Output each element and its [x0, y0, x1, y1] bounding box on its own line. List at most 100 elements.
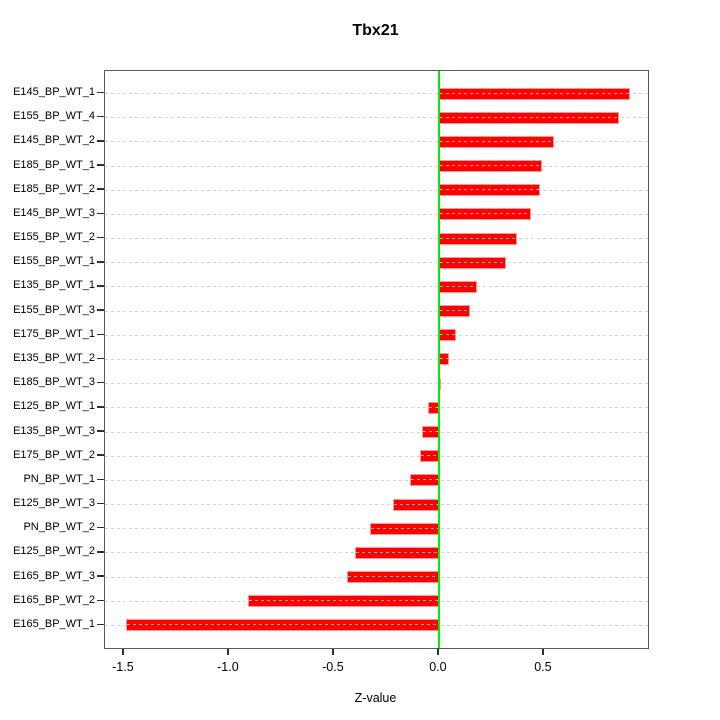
x-tick: [437, 648, 439, 655]
gridline: [105, 358, 648, 360]
gridline: [105, 262, 648, 264]
bar-gridline-overlay: [439, 92, 629, 94]
gridline: [105, 238, 648, 240]
category-label: E165_BP_WT_3: [13, 569, 95, 582]
category-label: E135_BP_WT_2: [13, 351, 95, 364]
bar: [438, 280, 477, 293]
bar-gridline-overlay: [127, 624, 438, 626]
y-tick: [97, 164, 104, 166]
y-tick: [97, 599, 104, 602]
category-label: E125_BP_WT_1: [13, 400, 95, 413]
category-label: E135_BP_WT_1: [13, 279, 95, 292]
gridline: [105, 479, 648, 481]
x-tick-label: 0.5: [534, 660, 552, 674]
y-tick: [97, 454, 104, 456]
bar: [438, 87, 630, 100]
category-label: PN_BP_WT_2: [23, 521, 95, 534]
category-label: E175_BP_WT_1: [13, 327, 95, 340]
x-tick-label: -1.0: [217, 660, 239, 674]
bar: [438, 111, 620, 124]
plot-area: [104, 70, 649, 649]
gridline: [105, 407, 648, 409]
bar: [438, 256, 507, 269]
category-label: E125_BP_WT_2: [13, 545, 95, 558]
gridline: [105, 455, 648, 457]
y-tick: [97, 406, 104, 408]
gridline: [105, 286, 648, 288]
bar-gridline-overlay: [429, 406, 438, 408]
gridline: [105, 504, 648, 506]
bar-gridline-overlay: [439, 285, 476, 287]
bar: [409, 474, 439, 487]
bar-gridline-overlay: [423, 431, 438, 433]
bar-gridline-overlay: [439, 140, 554, 142]
bar: [438, 184, 540, 197]
bar: [438, 329, 456, 342]
category-label: E135_BP_WT_3: [13, 424, 95, 437]
bar-gridline-overlay: [439, 310, 470, 312]
bar-gridline-overlay: [439, 165, 541, 167]
chart-title: Tbx21: [352, 22, 399, 39]
y-tick: [97, 309, 104, 311]
bar-gridline-overlay: [421, 455, 438, 457]
bar-gridline-overlay: [393, 503, 438, 505]
category-label: E165_BP_WT_1: [13, 617, 95, 630]
gridline: [105, 141, 648, 143]
x-tick-label: 0.0: [429, 660, 447, 674]
x-tick: [332, 648, 334, 655]
gridline: [105, 189, 648, 191]
gridline: [105, 165, 648, 167]
x-tick: [542, 648, 544, 655]
bar: [438, 353, 450, 366]
gridline: [105, 334, 648, 336]
category-label: E155_BP_WT_2: [13, 231, 95, 244]
bar: [247, 595, 439, 608]
gridline: [105, 310, 648, 312]
bar: [438, 208, 532, 221]
y-tick: [97, 575, 104, 577]
y-tick: [97, 91, 104, 94]
bar: [369, 522, 439, 535]
category-label: E185_BP_WT_2: [13, 182, 95, 195]
category-label: E145_BP_WT_1: [13, 86, 95, 98]
y-tick: [97, 357, 104, 360]
bar: [438, 305, 471, 318]
category-label: E145_BP_WT_2: [13, 134, 95, 147]
category-label: E155_BP_WT_1: [13, 255, 95, 268]
bar-gridline-overlay: [410, 479, 438, 481]
zero-line: [437, 71, 440, 648]
gridline: [105, 117, 648, 119]
gridline: [105, 431, 648, 433]
category-label: E165_BP_WT_2: [13, 593, 95, 606]
x-tick: [122, 648, 124, 655]
y-tick: [97, 623, 104, 626]
bar-gridline-overlay: [439, 358, 449, 360]
y-tick: [97, 526, 104, 529]
y-tick: [97, 212, 104, 215]
category-label: E145_BP_WT_3: [13, 206, 95, 219]
bar: [126, 619, 439, 632]
bar: [438, 135, 555, 148]
bar: [354, 546, 439, 559]
x-axis-title: Z-value: [354, 691, 397, 705]
category-label: E125_BP_WT_3: [13, 497, 95, 510]
y-tick: [97, 140, 104, 142]
bar-gridline-overlay: [347, 576, 438, 578]
bar: [422, 426, 439, 439]
y-tick: [97, 381, 104, 384]
y-tick: [97, 188, 104, 190]
gridline: [105, 93, 648, 94]
category-label: E185_BP_WT_3: [13, 376, 95, 389]
category-label: E175_BP_WT_2: [13, 448, 95, 461]
bar: [420, 450, 439, 463]
y-tick: [97, 115, 104, 118]
y-tick: [97, 261, 104, 263]
bar: [392, 498, 439, 511]
y-tick: [97, 285, 104, 287]
bar-gridline-overlay: [355, 551, 438, 553]
category-label: E155_BP_WT_4: [13, 110, 95, 123]
x-tick-label: -0.5: [322, 660, 344, 674]
bar-gridline-overlay: [439, 334, 455, 336]
x-tick: [227, 648, 229, 655]
y-tick: [97, 430, 104, 432]
